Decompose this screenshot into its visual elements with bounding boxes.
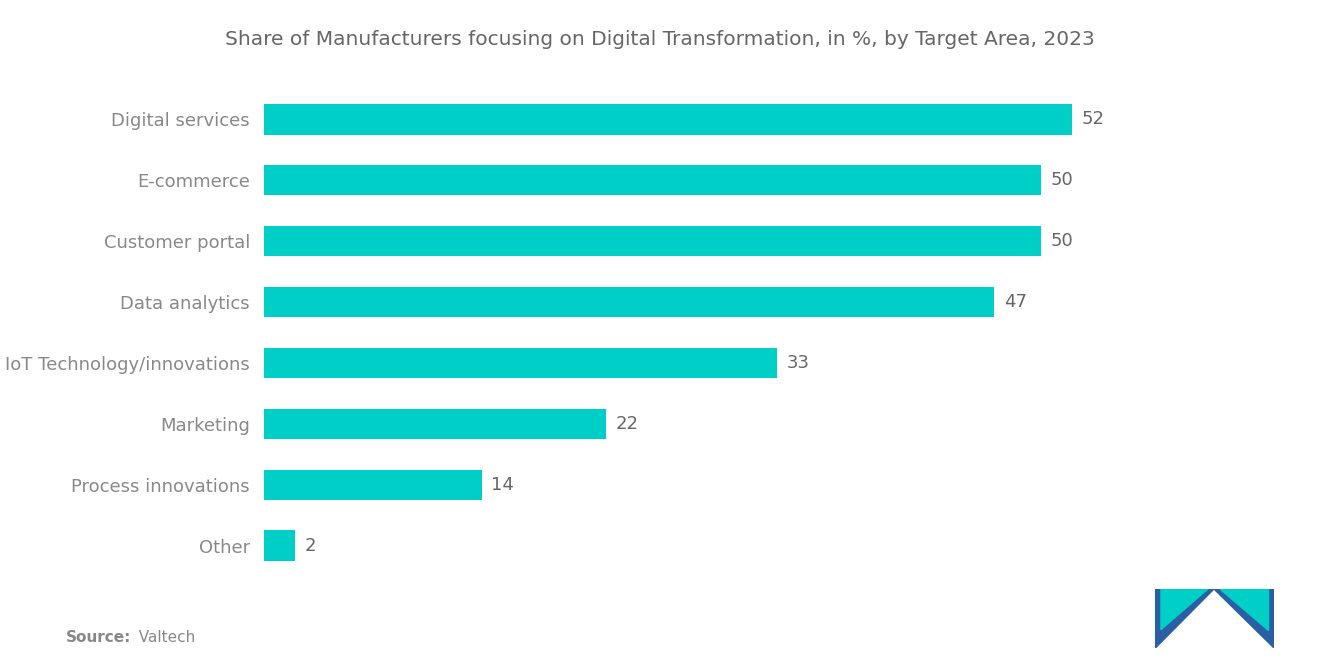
Text: 14: 14 <box>491 475 513 493</box>
Text: 50: 50 <box>1051 232 1073 250</box>
Bar <box>264 287 994 317</box>
Bar <box>264 165 1041 196</box>
Text: 33: 33 <box>787 354 809 372</box>
Text: Source:: Source: <box>66 630 132 645</box>
Polygon shape <box>1162 589 1209 630</box>
Text: 22: 22 <box>615 415 639 433</box>
Text: Share of Manufacturers focusing on Digital Transformation, in %, by Target Area,: Share of Manufacturers focusing on Digit… <box>226 30 1094 49</box>
Bar <box>264 469 482 500</box>
Text: 47: 47 <box>1003 293 1027 311</box>
Polygon shape <box>1220 589 1267 630</box>
Bar <box>264 226 1041 257</box>
Text: 2: 2 <box>305 537 315 555</box>
Text: Valtech: Valtech <box>129 630 195 645</box>
Text: 50: 50 <box>1051 172 1073 190</box>
Bar <box>264 104 1072 134</box>
Bar <box>264 408 606 439</box>
Text: 52: 52 <box>1081 110 1105 128</box>
Bar <box>264 348 777 378</box>
Polygon shape <box>1214 589 1274 648</box>
Bar <box>264 531 296 561</box>
Polygon shape <box>1155 589 1214 648</box>
